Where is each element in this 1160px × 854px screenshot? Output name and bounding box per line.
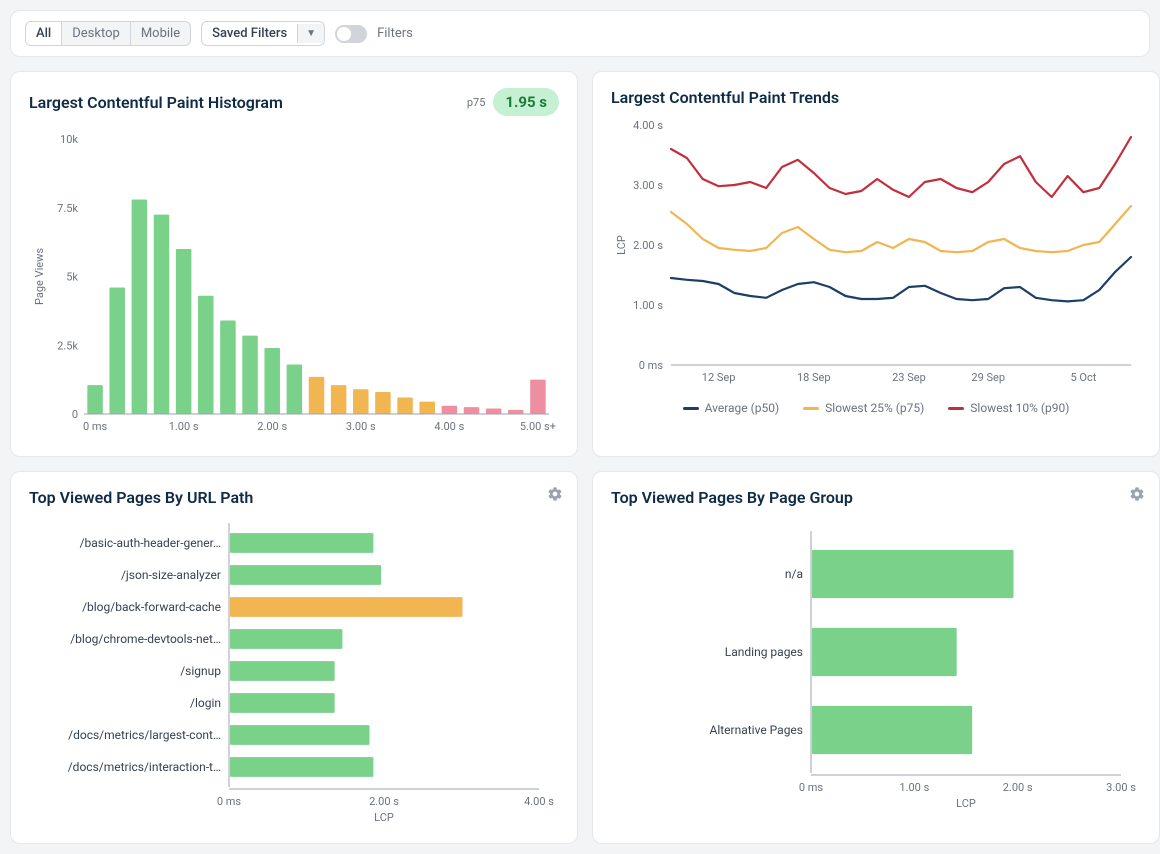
svg-text:/json-size-analyzer: /json-size-analyzer [121,568,221,582]
svg-text:5k: 5k [66,271,78,284]
svg-text:12 Sep: 12 Sep [702,371,736,384]
svg-text:3.00 s: 3.00 s [1106,781,1136,794]
p75-label: p75 [467,96,486,109]
svg-text:Landing pages: Landing pages [725,645,803,659]
svg-text:Alternative Pages: Alternative Pages [709,723,803,737]
legend-item: Average (p50) [683,401,780,415]
svg-text:2.00 s: 2.00 s [257,420,287,433]
svg-text:/login: /login [190,696,221,710]
device-segment: All Desktop Mobile [25,21,191,46]
svg-text:Page Views: Page Views [33,248,46,305]
svg-text:n/a: n/a [785,567,803,581]
panel-title: Largest Contentful Paint Trends [611,88,839,107]
svg-text:2.00 s: 2.00 s [369,795,399,808]
panel-title: Largest Contentful Paint Histogram [29,93,283,112]
top-url-chart: /basic-auth-header-gener… /json-size-anal… [29,515,559,831]
filters-toggle-label: Filters [377,26,413,41]
svg-text:4.00 s: 4.00 s [633,119,663,132]
svg-text:5 Oct: 5 Oct [1070,371,1096,384]
svg-text:/signup: /signup [180,664,221,678]
svg-text:LCP: LCP [956,797,976,810]
segment-desktop[interactable]: Desktop [62,22,131,45]
panel-top-url: Top Viewed Pages By URL Path /basic-auth… [10,471,578,844]
trends-chart: 0 ms 1.00 s 2.00 s 3.00 s 4.00 s LCP 12 Sep 18 … [611,115,1141,395]
trends-legend: Average (p50) Slowest 25% (p75) Slowest 10… [611,401,1141,415]
svg-text:23 Sep: 23 Sep [892,371,926,384]
svg-text:5.00 s+: 5.00 s+ [520,420,556,433]
segment-all[interactable]: All [26,22,62,45]
top-group-chart: n/a Landing pages Alternative Pages 0 ms 1.0… [611,515,1141,817]
svg-text:/docs/metrics/interaction-t…: /docs/metrics/interaction-t… [68,760,221,774]
panel-lcp-trends: Largest Contentful Paint Trends 0 ms 1.00… [592,71,1160,457]
svg-text:10k: 10k [60,133,78,146]
legend-item: Slowest 25% (p75) [803,401,924,415]
svg-text:/blog/chrome-devtools-net…: /blog/chrome-devtools-net… [70,632,221,646]
saved-filters-dropdown[interactable]: Saved Filters ▼ [201,21,325,46]
gear-icon[interactable] [547,486,563,502]
panel-top-group: Top Viewed Pages By Page Group n/a Landin… [592,471,1160,844]
filters-toggle[interactable] [335,25,367,43]
legend-item: Slowest 10% (p90) [948,401,1069,415]
svg-text:/blog/back-forward-cache: /blog/back-forward-cache [82,600,221,614]
svg-text:0 ms: 0 ms [799,781,824,794]
svg-text:0 ms: 0 ms [83,420,108,433]
svg-text:1.00 s: 1.00 s [899,781,929,794]
svg-text:2.5k: 2.5k [57,339,78,352]
svg-text:4.00 s: 4.00 s [524,795,554,808]
svg-text:1.00 s: 1.00 s [633,299,663,312]
svg-text:7.5k: 7.5k [57,202,78,215]
svg-text:2.00 s: 2.00 s [633,239,663,252]
svg-text:2.00 s: 2.00 s [1003,781,1033,794]
panel-lcp-histogram: Largest Contentful Paint Histogram p75 1… [10,71,578,457]
svg-text:LCP: LCP [615,235,628,255]
chevron-down-icon: ▼ [297,24,324,43]
saved-filters-label: Saved Filters [202,22,297,45]
p75-badge: 1.95 s [493,88,559,116]
svg-text:0 ms: 0 ms [639,359,664,372]
filters-bar: All Desktop Mobile Saved Filters ▼ Filte… [10,10,1150,57]
panel-title: Top Viewed Pages By Page Group [611,488,853,507]
panel-title: Top Viewed Pages By URL Path [29,488,253,507]
segment-mobile[interactable]: Mobile [131,22,190,45]
svg-text:/docs/metrics/largest-cont…: /docs/metrics/largest-cont… [68,728,221,742]
svg-text:0 ms: 0 ms [217,795,242,808]
svg-text:18 Sep: 18 Sep [797,371,831,384]
svg-text:LCP: LCP [374,811,394,824]
svg-text:0: 0 [72,408,78,421]
histogram-chart: 0 2.5k 5k 7.5k 10k Page Views 0 ms 1.00 s 2.00 s… [29,124,559,444]
svg-text:/basic-auth-header-gener…: /basic-auth-header-gener… [80,536,221,550]
svg-text:1.00 s: 1.00 s [169,420,199,433]
svg-text:3.00 s: 3.00 s [346,420,376,433]
svg-text:3.00 s: 3.00 s [633,179,663,192]
gear-icon[interactable] [1129,486,1145,502]
svg-text:4.00 s: 4.00 s [434,420,464,433]
svg-text:29 Sep: 29 Sep [971,371,1005,384]
